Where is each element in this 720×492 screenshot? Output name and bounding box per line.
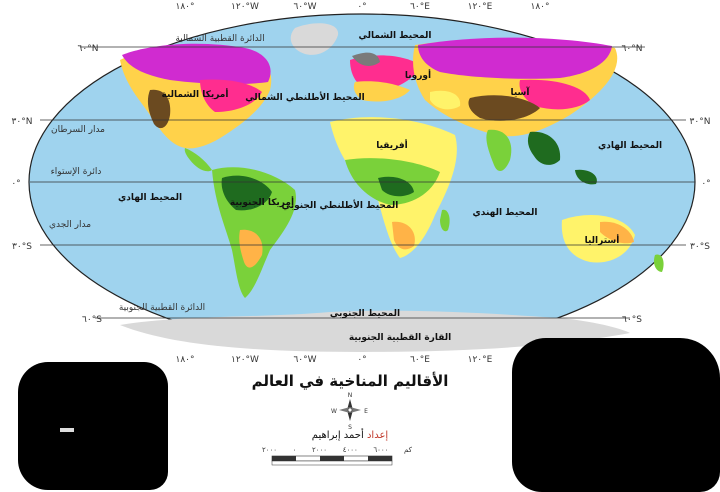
lon-label-top-180e: ١٨٠° (530, 2, 549, 12)
compass-west-label: W (331, 408, 337, 415)
antarctica-landmass (120, 310, 630, 352)
scale-caption: ٢٠٠٠ ٠ ٢٠٠٠ ٤٠٠٠ ٦٠٠٠ كم (262, 446, 412, 454)
asia-desert (430, 90, 461, 110)
lon-label-bottom-60w: ٦٠°W (293, 355, 316, 365)
scale-tick-2: ٢٠٠٠ (312, 446, 328, 454)
redaction-block-left (18, 362, 168, 490)
lon-label-top-60e: ٦٠°E (410, 2, 430, 12)
lat-label-left-60s: ٦٠°S (82, 315, 102, 325)
north-america-label: أمريكا الشمالية (162, 88, 229, 100)
compass-south-label: S (348, 424, 352, 431)
pacific-east-label: المحيط الهادي (598, 141, 662, 151)
scale-unit: كم (404, 446, 412, 454)
india-landmass (486, 129, 512, 172)
scale-tick-1: ٠ (292, 446, 297, 454)
lat-label-left-60n: ٦٠°N (78, 44, 99, 54)
lat-label-left-30s: ٣٠°S (12, 242, 32, 252)
lat-label-right-30n: ٣٠°N (690, 117, 711, 127)
scandinavia-tundra (352, 52, 380, 66)
south-america-label: أمريكا الجنوبية (230, 196, 294, 208)
lon-label-top-180w: ١٨٠° (175, 2, 194, 12)
lat-label-right-60s: ٦٠°S (622, 315, 642, 325)
southeast-asia-landmass (527, 131, 561, 165)
redaction-mark (60, 428, 74, 432)
australia-semiarid (600, 221, 634, 244)
scale-tick-3: ٤٠٠٠ (342, 446, 358, 454)
south-america-rainforest (221, 175, 272, 211)
scale-bar (271, 455, 393, 466)
map-title: الأقاليم المناخية في العالم (251, 372, 449, 390)
scale-tick-0: ٢٠٠٠ (262, 446, 278, 454)
north-america-rockies (147, 89, 171, 129)
lat-label-right-60n: ٦٠°N (622, 44, 643, 54)
europe-label: أوروبا (405, 69, 431, 81)
author-prefix: إعداد (366, 430, 389, 441)
lon-label-bottom-120e: ١٢٠°E (468, 355, 493, 365)
lat-label-right-30s: ٣٠°S (690, 242, 710, 252)
southern-ocean-label: المحيط الجنوبي (330, 309, 400, 319)
arctic-circle-label: الدائرة القطبية الشمالية (175, 34, 264, 44)
indonesia-landmass (575, 169, 597, 185)
compass-east-label: E (364, 408, 368, 415)
indian-ocean-label: المحيط الهندي (473, 208, 538, 218)
tropic-of-cancer-label: مدار السرطان (51, 125, 105, 135)
africa-rainforest (378, 176, 414, 197)
lat-label-right-0: ٠° (701, 179, 710, 189)
equator-label: دائرة الإستواء (51, 167, 102, 177)
north-atlantic-label: المحيط الأطلنطي الشمالي (245, 91, 365, 103)
north-america-subarctic (122, 43, 271, 85)
lon-label-top-0: ٠° (357, 2, 366, 12)
asia-subarctic (418, 37, 612, 79)
lon-label-bottom-180w: ١٨٠° (175, 355, 194, 365)
south-america-semiarid (239, 229, 263, 268)
north-america-continental (200, 79, 262, 112)
new-zealand-landmass (653, 254, 664, 272)
europe-temperate (353, 81, 410, 102)
tropic-of-capricorn-label: مدار الجدي (49, 220, 91, 230)
south-atlantic-label: المحيط الأطلنطي الجنوبي (282, 199, 399, 211)
asia-highlands (468, 95, 540, 121)
author-name: أحمد إبراهيم (311, 430, 364, 441)
madagascar-landmass (440, 209, 450, 232)
asia-label: آسيا (511, 86, 531, 98)
lon-label-top-60w: ٦٠°W (293, 2, 316, 12)
asia-continental (519, 79, 590, 110)
africa-semiarid (392, 221, 415, 250)
antarctic-circle-label: الدائرة القطبية الجنوبية (119, 303, 205, 313)
lon-label-bottom-0: ٠° (357, 355, 366, 365)
arctic-ocean-label: المحيط الشمالي (359, 31, 432, 41)
lon-label-bottom-120w: ١٢٠°W (231, 355, 259, 365)
lat-label-left-0: ٠° (11, 179, 20, 189)
compass-north-label: N (348, 392, 353, 399)
antarctica-label: القارة القطبية الجنوبية (349, 333, 451, 343)
lon-label-bottom-60e: ٦٠°E (410, 355, 430, 365)
lon-label-top-120e: ١٢٠°E (468, 2, 493, 12)
redaction-block-right (512, 338, 720, 492)
australia-label: أستراليا (585, 234, 620, 246)
lat-label-left-30n: ٣٠°N (12, 117, 33, 127)
scale-tick-4: ٦٠٠٠ (373, 446, 389, 454)
compass-rose-icon: N S E W (331, 392, 368, 431)
pacific-west-label: المحيط الهادي (118, 193, 182, 203)
lon-label-top-120w: ١٢٠°W (231, 2, 259, 12)
author-credit: إعداد أحمد إبراهيم (270, 430, 430, 441)
central-america-landmass (184, 148, 212, 172)
africa-label: أفريقيا (376, 139, 408, 151)
